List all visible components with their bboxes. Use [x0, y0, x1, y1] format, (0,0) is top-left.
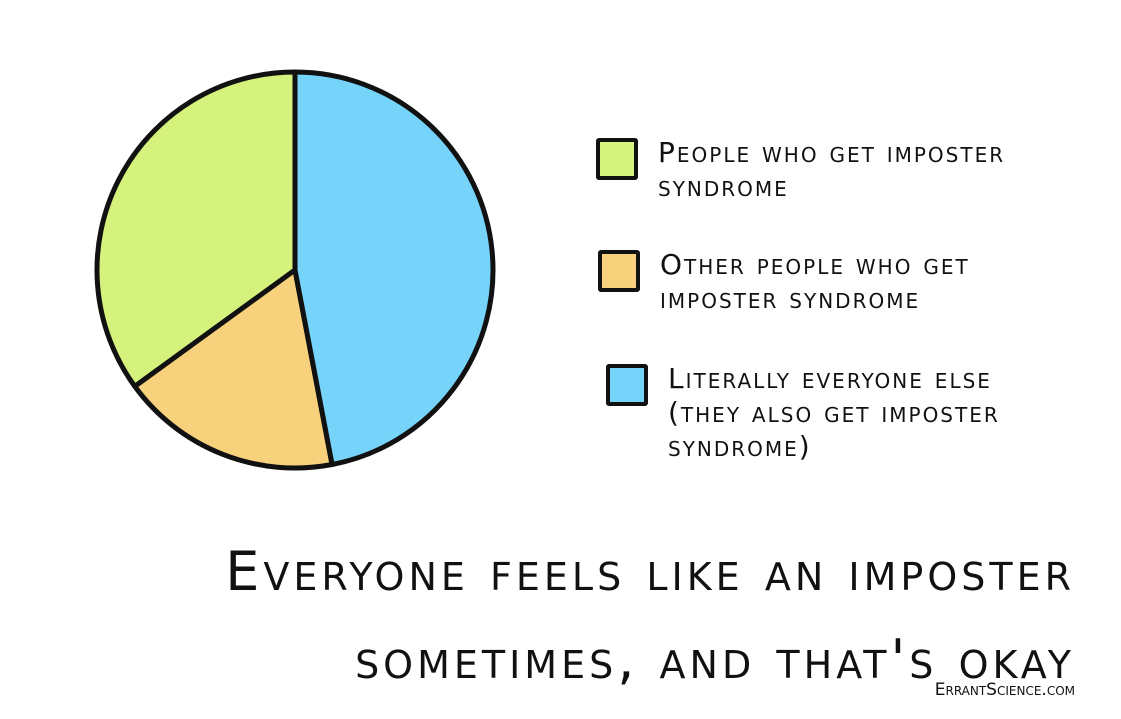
legend-swatch [596, 138, 638, 180]
legend-swatch [606, 364, 648, 406]
legend-label: Literally everyone else (they also get i… [668, 362, 1000, 463]
legend-item: Literally everyone else (they also get i… [606, 362, 1058, 464]
pie-slice [292, 69, 496, 467]
legend-label: Other people who get imposter syndrome [660, 248, 970, 315]
legend-label: People who get imposter syndrome [658, 136, 1006, 203]
pie-chart [94, 69, 496, 471]
credit: ErrantScience.com [934, 680, 1075, 700]
legend-swatch [598, 250, 640, 292]
legend-item: Other people who get imposter syndrome [598, 248, 1050, 316]
chart-title: Everyone feels like an imposter sometime… [225, 540, 1075, 691]
legend-item: People who get imposter syndrome [596, 136, 1048, 204]
pie-slice [132, 267, 335, 471]
pie-slice [94, 69, 298, 389]
